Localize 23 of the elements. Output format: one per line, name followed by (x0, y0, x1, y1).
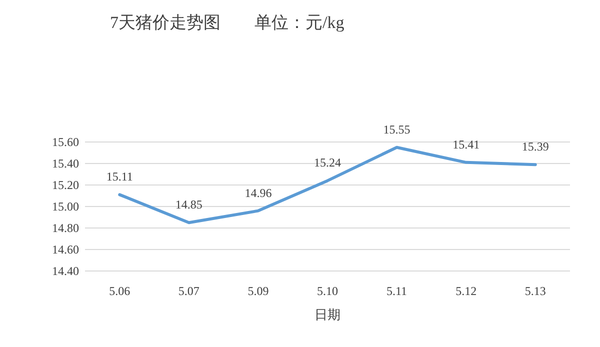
x-tick-label: 5.07 (178, 284, 200, 298)
y-tick-label: 14.80 (52, 221, 79, 235)
y-tick-label: 15.60 (52, 135, 79, 149)
chart-title: 7天猪价走势图 单位：元/kg (110, 13, 345, 32)
y-tick-label: 14.40 (52, 264, 79, 278)
data-label: 14.85 (175, 198, 202, 212)
y-tick-label: 15.20 (52, 178, 79, 192)
data-label: 14.96 (244, 186, 272, 200)
x-tick-label: 5.06 (109, 284, 130, 298)
data-label: 15.39 (522, 140, 549, 154)
x-axis-title: 日期 (314, 307, 340, 322)
data-label: 15.24 (314, 156, 341, 170)
data-label: 15.41 (452, 137, 480, 152)
x-tick-label: 5.10 (317, 284, 338, 298)
x-tick-label: 5.11 (386, 284, 408, 298)
data-label: 15.55 (383, 122, 410, 136)
x-tick-label: 5.12 (456, 284, 477, 298)
y-tick-label: 14.60 (52, 242, 79, 256)
data-label: 15.11 (106, 170, 133, 184)
x-tick-label: 5.09 (248, 284, 269, 298)
y-tick-label: 15.00 (52, 200, 79, 214)
y-tick-label: 15.40 (52, 156, 79, 170)
x-tick-label: 5.13 (524, 284, 546, 298)
